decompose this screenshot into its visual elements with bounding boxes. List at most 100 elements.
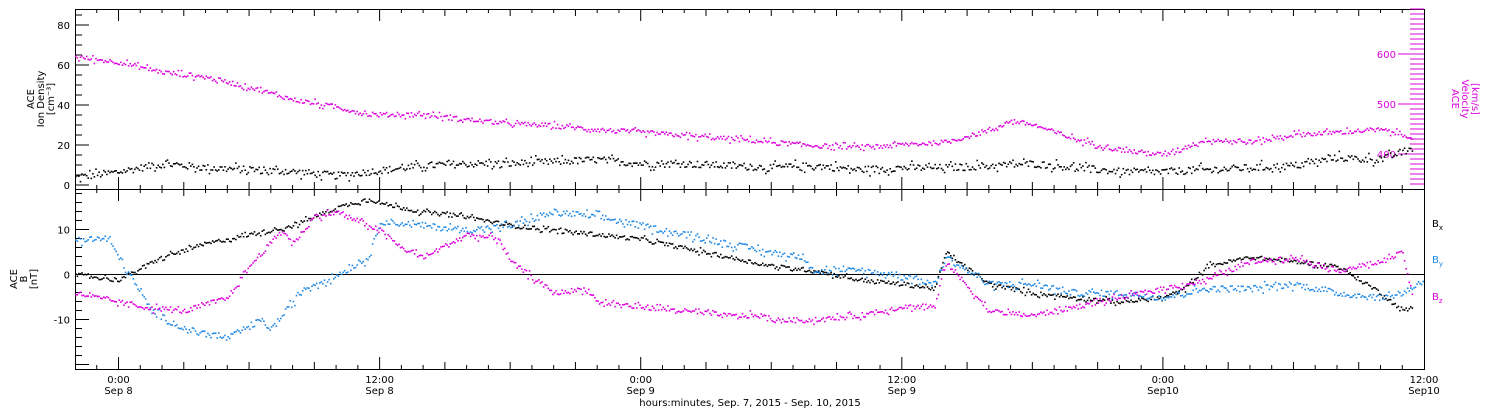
velocity-tick-label: 600 — [1377, 50, 1396, 61]
density-point — [347, 172, 349, 174]
bx-point — [552, 228, 554, 231]
bx-point — [684, 245, 686, 248]
density-point — [289, 170, 292, 173]
bx-point — [1330, 263, 1333, 266]
velocity-point — [457, 120, 459, 123]
density-point — [491, 167, 494, 170]
bz-point — [1389, 257, 1392, 260]
velocity-point — [808, 145, 811, 147]
density-point — [250, 167, 253, 169]
by-point — [817, 271, 820, 274]
velocity-point — [477, 120, 480, 123]
velocity-point — [999, 124, 1002, 127]
velocity-point — [545, 125, 548, 128]
bx-point — [1114, 304, 1117, 307]
velocity-point — [186, 75, 189, 77]
by-point — [1338, 294, 1341, 297]
density-point — [659, 165, 661, 167]
velocity-point — [1313, 132, 1316, 134]
density-point — [1186, 171, 1188, 174]
density-point — [472, 166, 475, 168]
velocity-point — [805, 144, 807, 147]
bx-point — [1284, 258, 1286, 260]
by-point — [1175, 293, 1177, 296]
bx-point — [709, 253, 711, 255]
bz-point — [510, 260, 512, 263]
bx-point — [646, 239, 649, 241]
bx-point — [978, 274, 980, 276]
velocity-point — [1406, 137, 1409, 139]
by-point — [1004, 281, 1006, 284]
bz-point — [1343, 270, 1345, 273]
density-point — [406, 168, 408, 170]
legend-bz: Bz — [1432, 292, 1443, 305]
bz-point — [1318, 262, 1320, 265]
bz-point — [211, 299, 214, 302]
bx-point — [601, 233, 604, 235]
by-point — [996, 281, 999, 284]
bz-point — [824, 320, 826, 323]
bz-point — [710, 314, 713, 316]
density-point — [396, 168, 399, 170]
bz-point — [141, 307, 144, 309]
bx-point — [382, 203, 385, 205]
by-point — [286, 306, 288, 308]
bz-point — [1038, 313, 1041, 315]
bz-point — [1133, 292, 1135, 294]
by-point — [160, 318, 163, 321]
density-point — [572, 162, 574, 164]
density-point — [1013, 166, 1016, 168]
density-point — [1170, 167, 1173, 169]
by-point — [103, 237, 105, 240]
bz-point — [965, 283, 968, 286]
density-point — [852, 169, 854, 171]
by-point — [1176, 291, 1179, 294]
by-point — [782, 253, 784, 256]
velocity-point — [856, 144, 859, 147]
velocity-point — [1102, 149, 1104, 151]
by-point — [398, 225, 400, 227]
velocity-point — [350, 110, 352, 113]
bz-point — [1326, 267, 1328, 269]
by-point — [177, 327, 180, 329]
velocity-point — [962, 138, 964, 140]
velocity-point — [971, 132, 974, 134]
bz-point — [347, 218, 349, 220]
bz-point — [1097, 302, 1100, 304]
by-point — [1124, 294, 1126, 296]
velocity-point — [242, 88, 245, 91]
by-point — [1231, 285, 1233, 287]
density-point — [444, 164, 447, 166]
density-point — [1246, 167, 1249, 170]
density-point — [199, 169, 201, 171]
velocity-point — [399, 115, 402, 118]
velocity-point — [127, 65, 130, 67]
bz-point — [315, 213, 318, 216]
velocity-point — [945, 139, 947, 142]
bx-point — [645, 238, 647, 240]
bz-point — [235, 287, 237, 289]
bx-point — [937, 275, 940, 278]
bx-point — [1271, 259, 1274, 262]
density-point — [1276, 163, 1278, 165]
by-point — [89, 236, 91, 239]
by-point — [845, 269, 848, 271]
by-point — [698, 236, 700, 238]
by-point — [805, 261, 807, 264]
by-point — [620, 220, 623, 223]
density-point — [171, 165, 173, 168]
bx-point — [760, 264, 762, 266]
density-point — [1259, 163, 1261, 166]
density-point — [494, 161, 497, 163]
by-point — [1394, 294, 1397, 296]
by-point — [662, 232, 665, 234]
bx-point — [480, 218, 483, 220]
density-point — [793, 165, 795, 167]
by-point — [132, 278, 135, 280]
by-point — [712, 237, 714, 239]
bx-point — [1201, 274, 1204, 276]
by-point — [909, 275, 912, 278]
bz-point — [794, 321, 797, 324]
density-point — [190, 165, 192, 167]
bx-point — [1004, 288, 1006, 290]
